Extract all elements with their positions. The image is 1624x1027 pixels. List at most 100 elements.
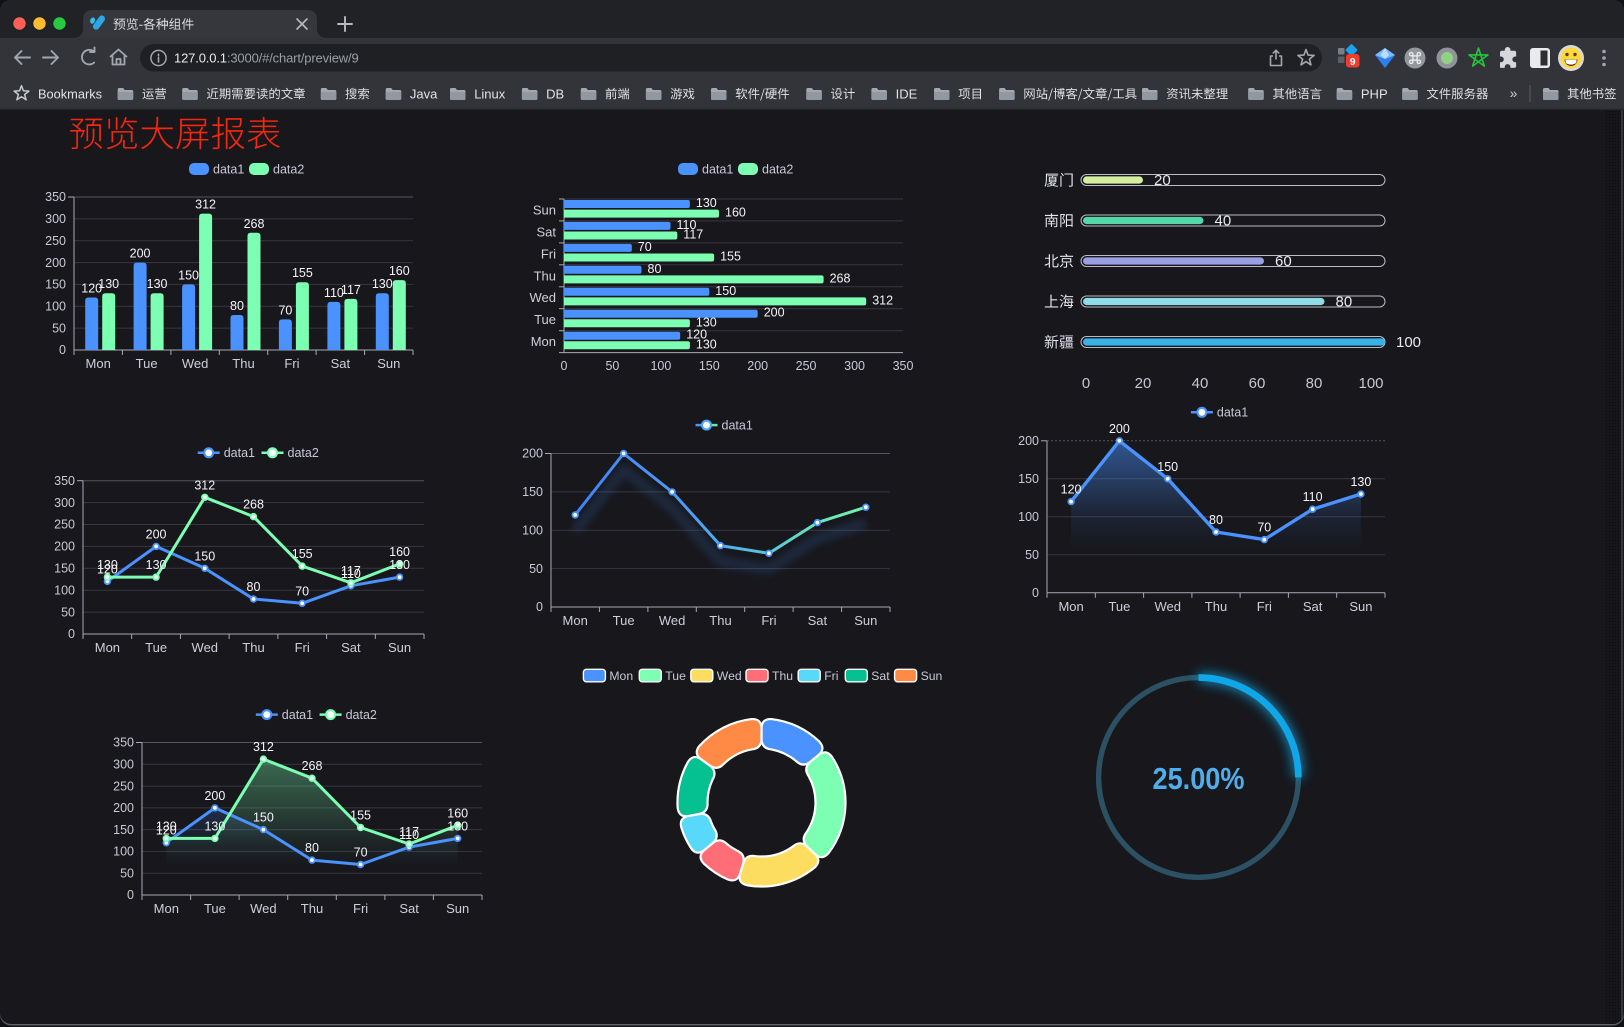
svg-text:Mon: Mon: [609, 669, 633, 683]
svg-text:Thu: Thu: [232, 356, 254, 371]
svg-text:268: 268: [830, 271, 851, 285]
svg-text:IDE: IDE: [896, 86, 918, 101]
svg-text:20: 20: [1154, 172, 1171, 189]
svg-text:Wed: Wed: [530, 290, 557, 305]
svg-text:312: 312: [194, 478, 215, 492]
svg-text:Thu: Thu: [1205, 599, 1227, 614]
svg-text:Thu: Thu: [301, 901, 323, 916]
svg-text:DB: DB: [546, 86, 564, 101]
svg-text:100: 100: [522, 524, 543, 538]
svg-text:Sun: Sun: [388, 640, 411, 655]
svg-text:Mon: Mon: [1058, 599, 1083, 614]
svg-text:Wed: Wed: [659, 613, 686, 628]
svg-text:Mon: Mon: [531, 334, 556, 349]
svg-text:250: 250: [796, 359, 817, 373]
svg-text:150: 150: [1157, 460, 1178, 474]
svg-text:155: 155: [350, 809, 371, 823]
svg-text:350: 350: [45, 190, 66, 204]
svg-text:150: 150: [45, 278, 66, 292]
svg-text:Tue: Tue: [534, 312, 556, 327]
svg-text:110: 110: [341, 567, 361, 581]
svg-text:Wed: Wed: [250, 901, 277, 916]
svg-text:155: 155: [292, 266, 313, 280]
svg-text:110: 110: [399, 828, 419, 842]
svg-text:Mon: Mon: [95, 640, 120, 655]
svg-text:Sun: Sun: [1349, 599, 1372, 614]
svg-text:160: 160: [447, 806, 468, 820]
svg-text:Wed: Wed: [182, 356, 209, 371]
svg-text:Sun: Sun: [921, 669, 943, 683]
svg-text::3000/#/chart/preview/9: :3000/#/chart/preview/9: [227, 51, 359, 66]
svg-text:160: 160: [725, 206, 746, 220]
svg-text:Sat: Sat: [399, 901, 419, 916]
svg-text:Linux: Linux: [474, 86, 506, 101]
svg-text:Fri: Fri: [824, 669, 838, 683]
svg-text:100: 100: [113, 845, 134, 859]
svg-text:200: 200: [204, 789, 225, 803]
svg-text:60: 60: [1275, 253, 1292, 270]
svg-text:127.0.0.1: 127.0.0.1: [174, 51, 227, 66]
svg-text:130: 130: [98, 277, 119, 291]
svg-text:50: 50: [1025, 548, 1039, 562]
svg-text:200: 200: [146, 527, 167, 541]
svg-text:300: 300: [45, 212, 66, 226]
svg-text:Sun: Sun: [533, 203, 556, 218]
svg-text:312: 312: [195, 198, 216, 212]
svg-text:70: 70: [278, 303, 292, 317]
svg-text:268: 268: [302, 759, 323, 773]
svg-text:Mon: Mon: [563, 613, 588, 628]
svg-text:130: 130: [147, 277, 168, 291]
svg-text:Mon: Mon: [154, 901, 179, 916]
svg-text:50: 50: [605, 359, 619, 373]
svg-text:Fri: Fri: [541, 246, 556, 261]
svg-text:100: 100: [1018, 510, 1039, 524]
svg-text:Mon: Mon: [86, 356, 111, 371]
svg-text:Sat: Sat: [536, 224, 556, 239]
svg-text:130: 130: [389, 558, 410, 572]
svg-text:data1: data1: [213, 163, 244, 177]
svg-text:200: 200: [747, 359, 768, 373]
svg-text:Sat: Sat: [808, 613, 828, 628]
svg-text:120: 120: [1061, 483, 1082, 497]
svg-text:80: 80: [247, 580, 261, 594]
svg-text:250: 250: [54, 518, 75, 532]
svg-text:130: 130: [204, 819, 225, 833]
svg-text:110: 110: [1303, 490, 1323, 504]
svg-text:100: 100: [54, 583, 75, 597]
svg-text:130: 130: [156, 819, 177, 833]
svg-text:120: 120: [156, 824, 177, 838]
svg-text:0: 0: [1032, 586, 1039, 600]
svg-text:120: 120: [81, 282, 102, 296]
svg-text:40: 40: [1192, 375, 1209, 392]
svg-text:200: 200: [130, 247, 151, 261]
svg-text:300: 300: [113, 758, 134, 772]
svg-text:130: 130: [1350, 475, 1371, 489]
svg-text:0: 0: [536, 600, 543, 614]
svg-text:100: 100: [1396, 334, 1421, 351]
svg-text:Bookmarks: Bookmarks: [38, 86, 102, 101]
svg-text:350: 350: [54, 474, 75, 488]
svg-text:350: 350: [113, 736, 134, 750]
svg-text:20: 20: [1135, 375, 1152, 392]
svg-text:100: 100: [45, 300, 66, 314]
svg-text:100: 100: [1358, 375, 1383, 392]
svg-text:Fri: Fri: [295, 640, 310, 655]
svg-text:50: 50: [529, 562, 543, 576]
svg-text:350: 350: [893, 359, 914, 373]
svg-text:130: 130: [696, 315, 717, 329]
svg-text:9: 9: [1350, 56, 1356, 68]
svg-text:117: 117: [399, 825, 419, 839]
svg-text:Wed: Wed: [192, 640, 219, 655]
svg-text:200: 200: [54, 540, 75, 554]
svg-text:Thu: Thu: [772, 669, 793, 683]
svg-text:Sun: Sun: [446, 901, 469, 916]
svg-text:150: 150: [54, 562, 75, 576]
svg-text:Fri: Fri: [1257, 599, 1272, 614]
svg-text:Thu: Thu: [709, 613, 731, 628]
svg-text:Sat: Sat: [1303, 599, 1323, 614]
svg-text:150: 150: [699, 359, 720, 373]
svg-text:250: 250: [45, 234, 66, 248]
svg-text:data1: data1: [1217, 406, 1248, 420]
svg-text:Sat: Sat: [331, 356, 351, 371]
svg-text:120: 120: [97, 562, 118, 576]
